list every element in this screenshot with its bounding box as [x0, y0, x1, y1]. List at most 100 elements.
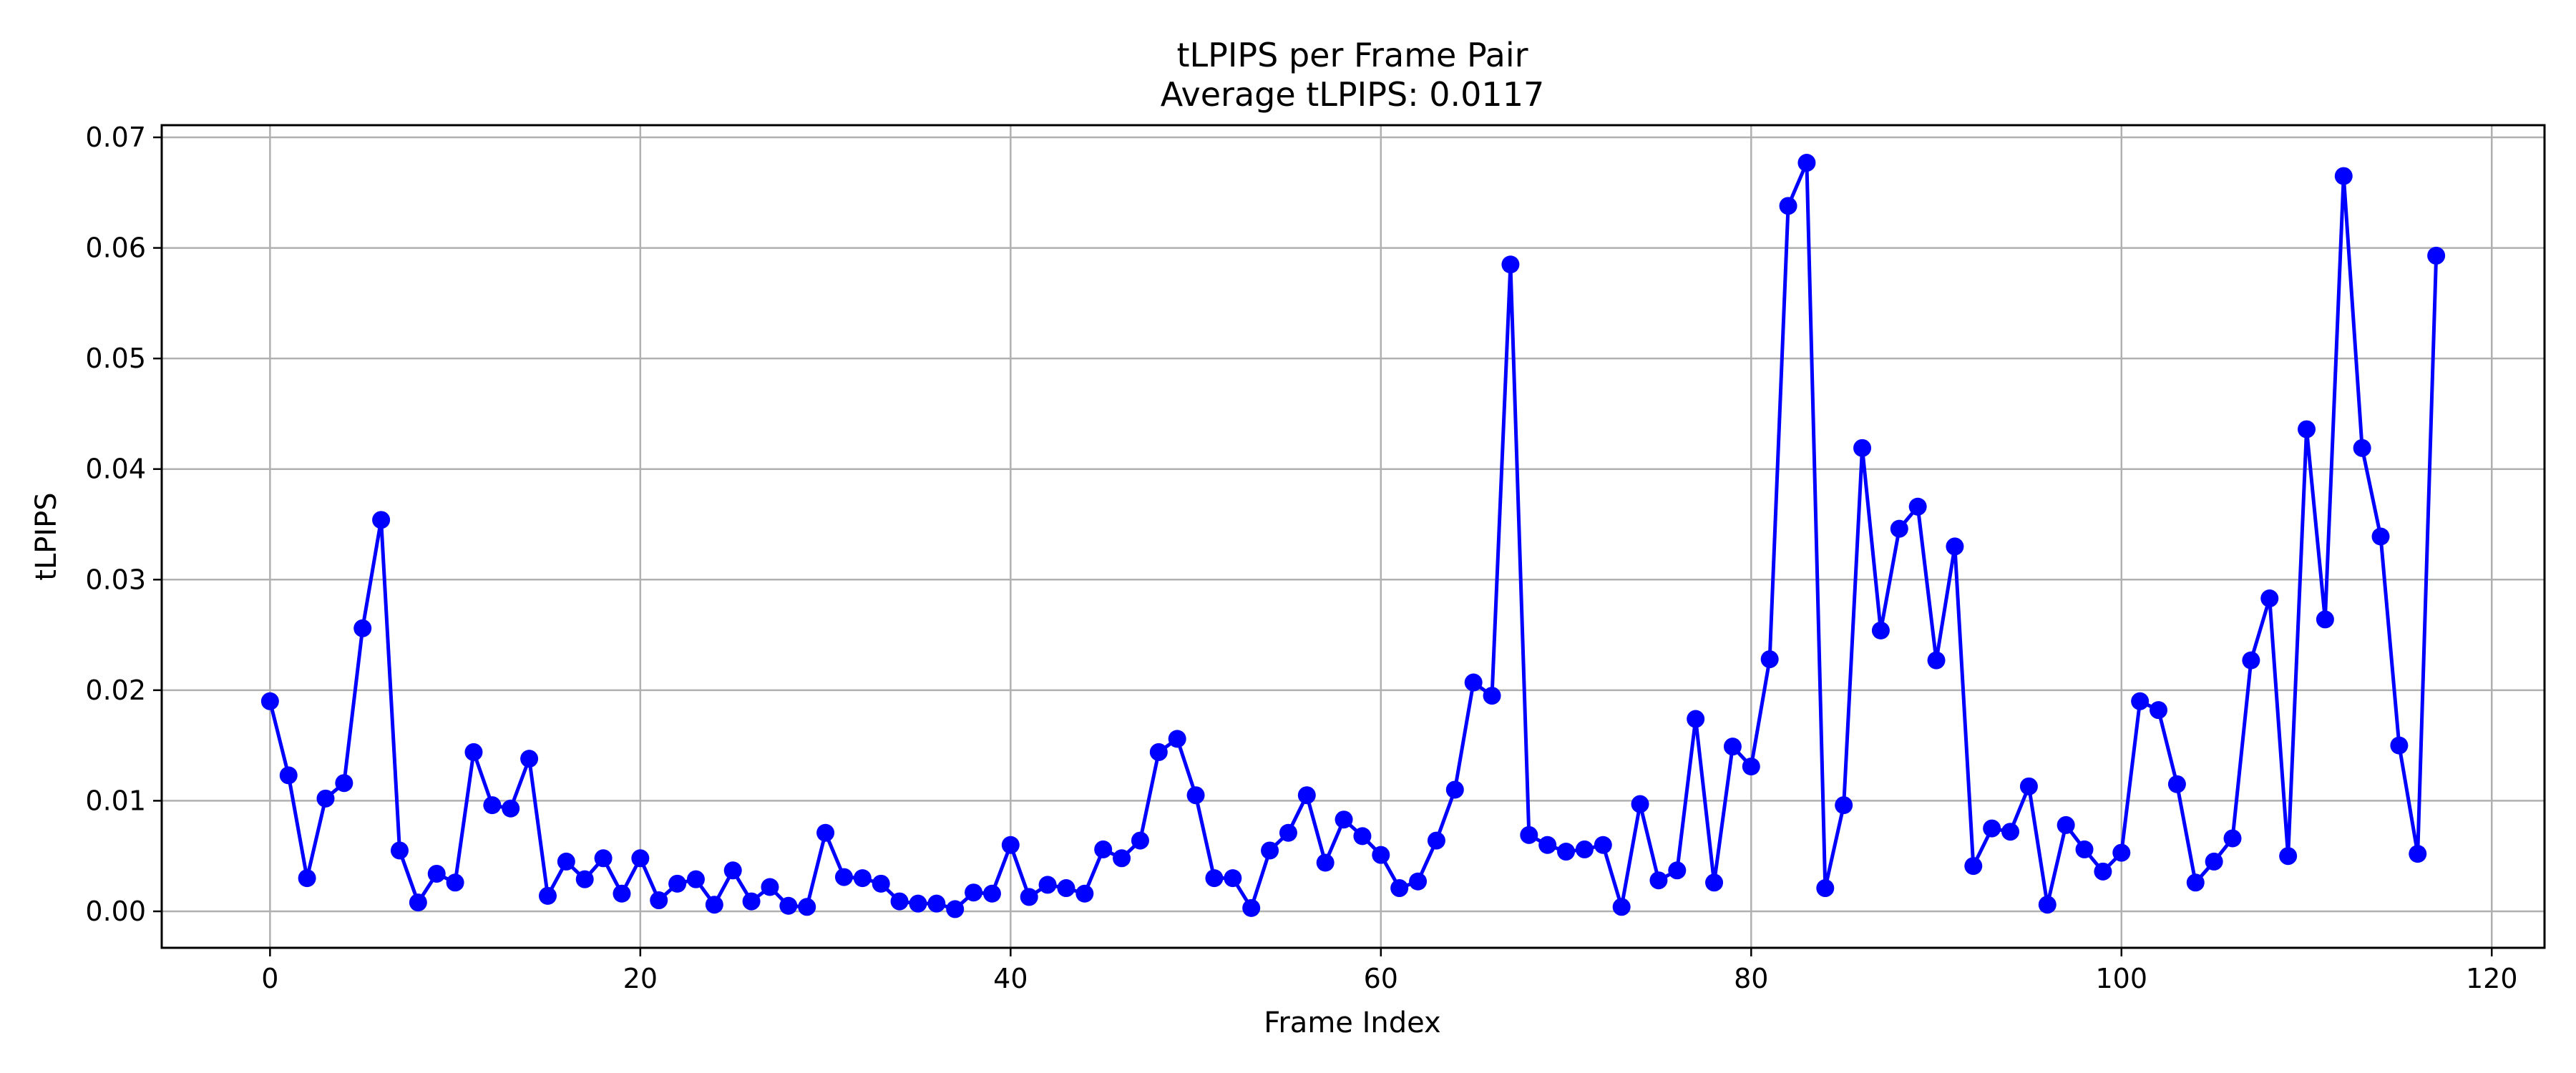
data-point — [1149, 743, 1168, 761]
data-point — [853, 869, 872, 888]
data-point — [1575, 840, 1594, 858]
data-point — [761, 878, 779, 896]
data-point — [1908, 497, 1927, 516]
x-tick-label: 120 — [2466, 963, 2518, 994]
data-point — [1946, 537, 1964, 556]
data-point — [2409, 845, 2427, 863]
data-point — [686, 870, 705, 888]
data-point — [650, 891, 668, 910]
x-tick-label: 60 — [1364, 963, 1398, 994]
data-point — [1020, 888, 1038, 906]
data-point — [1316, 853, 1335, 872]
data-point — [779, 896, 798, 915]
data-point — [1631, 795, 1649, 813]
y-tick-label: 0.01 — [85, 785, 146, 816]
x-tick-label: 0 — [261, 963, 278, 994]
y-tick-label: 0.06 — [85, 232, 146, 264]
x-axis-label: Frame Index — [1264, 1006, 1440, 1039]
grid — [162, 125, 2545, 948]
data-point — [631, 849, 650, 868]
data-point — [353, 619, 372, 637]
data-point — [1835, 796, 1853, 815]
data-point — [1483, 687, 1501, 705]
series-line-group — [268, 161, 2439, 911]
y-tick-label: 0.07 — [85, 122, 146, 153]
data-point — [1668, 861, 1687, 880]
x-tick-label: 100 — [2096, 963, 2148, 994]
data-point — [2131, 692, 2150, 710]
data-point — [668, 874, 687, 893]
data-point — [927, 894, 946, 913]
data-point — [2001, 823, 2020, 841]
data-point — [520, 750, 539, 768]
data-point — [1816, 879, 1835, 898]
data-point — [1224, 869, 1242, 888]
data-point — [1094, 840, 1113, 858]
data-point — [298, 869, 316, 888]
data-point — [1760, 650, 1779, 669]
data-point — [2260, 589, 2279, 608]
data-point — [1297, 786, 1316, 805]
data-point — [2279, 847, 2298, 866]
data-point — [1705, 873, 1724, 892]
data-point — [2094, 862, 2112, 881]
data-point — [2112, 843, 2131, 862]
data-point — [502, 799, 520, 818]
data-point — [1501, 255, 1520, 274]
plot-area-frame — [160, 124, 2546, 949]
data-point — [538, 886, 557, 905]
data-point — [1445, 780, 1464, 799]
y-tick-label: 0.03 — [85, 564, 146, 595]
data-point — [2038, 896, 2057, 914]
data-point — [390, 841, 409, 860]
data-point — [2316, 610, 2334, 629]
data-point — [1057, 879, 1075, 898]
data-point — [834, 868, 853, 886]
data-point — [1890, 519, 1908, 538]
data-point — [1279, 823, 1297, 842]
data-point — [2298, 420, 2316, 438]
data-point — [1242, 898, 1261, 917]
data-point — [260, 692, 279, 710]
x-tick-label: 80 — [1734, 963, 1768, 994]
data-point — [316, 789, 335, 808]
data-point — [982, 884, 1001, 903]
chart-title: tLPIPS per Frame Pair — [1176, 36, 1528, 74]
series-line — [268, 161, 2439, 911]
data-point — [2223, 829, 2242, 848]
data-point — [909, 894, 927, 913]
data-point — [2334, 167, 2353, 185]
data-point — [1205, 869, 1224, 888]
data-point — [1723, 738, 1742, 756]
data-point — [1464, 673, 1483, 692]
data-point — [872, 874, 890, 893]
data-point — [446, 873, 464, 892]
data-point — [742, 892, 761, 911]
data-point — [1927, 651, 1946, 670]
data-point — [1390, 879, 1409, 898]
data-point — [1427, 831, 1445, 850]
data-point — [965, 883, 983, 902]
data-point — [2057, 815, 2075, 834]
data-point — [2186, 873, 2205, 892]
x-tick-label: 20 — [623, 963, 658, 994]
data-point — [1687, 710, 1705, 728]
data-point — [1186, 786, 1205, 805]
x-tick-label: 40 — [993, 963, 1028, 994]
data-point — [2427, 246, 2446, 265]
data-point — [816, 823, 835, 842]
data-point — [1113, 849, 1131, 868]
data-point — [2205, 852, 2223, 871]
data-point — [575, 870, 594, 888]
y-axis-label: tLPIPS — [30, 492, 63, 580]
data-point — [890, 892, 909, 911]
data-point — [1983, 819, 2001, 838]
data-point — [594, 849, 613, 868]
data-point — [1742, 758, 1760, 776]
data-point — [705, 896, 723, 914]
data-point — [2353, 438, 2371, 457]
data-point — [2019, 777, 2038, 795]
data-point — [1131, 831, 1149, 850]
data-point — [1168, 730, 1186, 748]
